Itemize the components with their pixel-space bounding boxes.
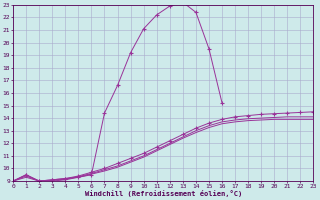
X-axis label: Windchill (Refroidissement éolien,°C): Windchill (Refroidissement éolien,°C): [84, 190, 242, 197]
